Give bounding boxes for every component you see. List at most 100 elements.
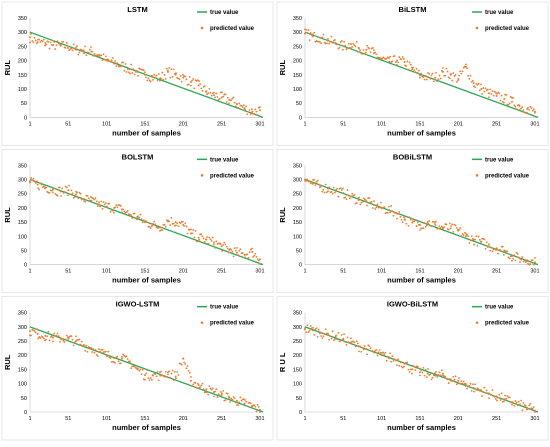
predicted-value-point [94, 197, 97, 199]
predicted-value-point [447, 228, 450, 231]
predicted-value-point [437, 374, 440, 376]
predicted-value-point [59, 337, 62, 340]
predicted-value-point [174, 73, 177, 76]
predicted-value-point [474, 86, 477, 89]
predicted-value-point [476, 244, 479, 247]
y-tick-label: 0 [299, 115, 302, 121]
predicted-value-point [124, 63, 127, 65]
predicted-value-point [451, 379, 454, 382]
predicted-value-point [65, 186, 68, 189]
predicted-value-point [444, 375, 447, 378]
predicted-value-point [142, 69, 145, 72]
predicted-value-point [502, 400, 505, 403]
predicted-value-point [239, 396, 242, 399]
predicted-value-point [373, 49, 375, 52]
predicted-value-point [321, 190, 324, 193]
y-tick-label: 100 [293, 87, 302, 93]
predicted-value-point [306, 31, 309, 34]
predicted-value-point [194, 230, 197, 232]
predicted-value-point [67, 47, 69, 49]
predicted-value-point [313, 178, 316, 181]
predicted-value-point [176, 370, 179, 373]
predicted-value-point [142, 219, 145, 222]
x-tick-label: 1 [303, 416, 306, 422]
predicted-value-point [514, 259, 517, 262]
predicted-value-point [378, 206, 381, 209]
predicted-value-point [321, 36, 324, 39]
predicted-value-point [429, 373, 432, 376]
predicted-value-point [150, 378, 153, 381]
predicted-value-point [392, 214, 395, 217]
predicted-value-point [468, 241, 471, 244]
predicted-value-point [440, 369, 443, 372]
predicted-value-point [312, 33, 314, 36]
predicted-value-point [105, 205, 108, 208]
predicted-value-point [358, 196, 360, 199]
predicted-value-point [375, 53, 378, 56]
x-tick-label: 1 [28, 269, 31, 275]
predicted-value-point [206, 93, 208, 96]
predicted-value-point [379, 201, 382, 204]
predicted-value-point [344, 44, 347, 47]
predicted-value-point [324, 328, 327, 331]
predicted-value-point [431, 376, 434, 379]
predicted-value-point [233, 101, 236, 104]
predicted-value-point [228, 396, 231, 399]
predicted-value-point [388, 57, 390, 59]
predicted-value-point [86, 195, 89, 197]
predicted-value-point [140, 218, 143, 220]
predicted-value-point [47, 330, 50, 333]
predicted-value-point [45, 338, 47, 341]
predicted-value-point [161, 229, 164, 232]
predicted-value-point [339, 41, 342, 43]
predicted-value-point [255, 410, 258, 413]
predicted-value-point [359, 203, 362, 206]
predicted-value-point [34, 331, 37, 334]
predicted-value-point [507, 256, 510, 259]
predicted-value-point [97, 53, 100, 56]
legend-label-predicted: predicted value [485, 321, 530, 327]
predicted-value-point [520, 258, 523, 261]
predicted-value-point [150, 225, 153, 228]
legend-label-true: true value [210, 305, 239, 311]
predicted-value-point [457, 229, 460, 232]
predicted-value-point [326, 187, 329, 190]
predicted-value-point [180, 80, 183, 83]
predicted-value-point [526, 259, 529, 262]
predicted-value-point [163, 223, 166, 226]
predicted-value-point [400, 58, 403, 60]
predicted-value-point [180, 363, 183, 366]
predicted-value-point [325, 42, 328, 45]
predicted-value-point [464, 383, 467, 386]
predicted-value-point [63, 341, 66, 343]
x-tick-label: 151 [140, 269, 149, 275]
predicted-value-point [445, 67, 448, 70]
predicted-value-point [403, 362, 406, 365]
predicted-value-point [491, 250, 494, 253]
predicted-value-point [88, 199, 91, 202]
predicted-value-point [82, 49, 85, 52]
predicted-value-point [315, 327, 318, 330]
predicted-value-point [133, 212, 136, 215]
predicted-value-point [409, 368, 412, 371]
predicted-value-point [59, 44, 62, 47]
predicted-value-point [111, 209, 114, 212]
predicted-value-point [339, 339, 342, 342]
predicted-value-point [40, 183, 43, 186]
predicted-value-point [197, 84, 200, 87]
predicted-value-point [371, 207, 374, 209]
predicted-value-point [340, 334, 343, 336]
predicted-value-point [332, 186, 335, 189]
predicted-value-point [96, 205, 99, 208]
predicted-value-point [350, 47, 352, 50]
predicted-value-point [528, 108, 531, 111]
predicted-value-point [99, 205, 102, 208]
predicted-value-point [161, 71, 164, 74]
predicted-value-point [391, 355, 394, 358]
predicted-value-point [532, 108, 535, 111]
predicted-value-point [38, 38, 41, 41]
predicted-value-point [320, 42, 322, 45]
panel-border [276, 296, 549, 441]
x-tick-label: 201 [179, 269, 188, 275]
predicted-value-point [533, 261, 536, 264]
